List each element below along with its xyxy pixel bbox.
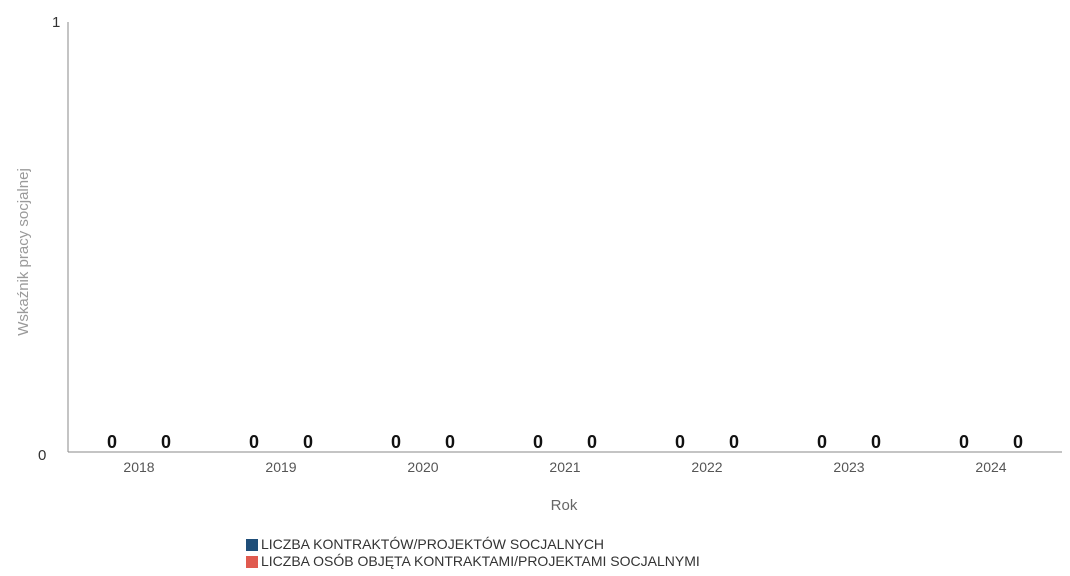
data-label: 0 xyxy=(729,432,739,452)
x-axis-title: Rok xyxy=(551,497,578,514)
chart-marks: 0 0 2018 0 0 2019 0 0 2020 0 0 2021 0 0 2022 0 0 2023 0 0 20… xyxy=(107,432,1023,475)
legend-swatch xyxy=(246,538,258,551)
legend-item[interactable]: LICZBA OSÓB OBJĘTA KONTRAKTAMI/PROJEKTAM… xyxy=(246,553,700,570)
data-label: 0 xyxy=(871,432,881,452)
x-tick-label: 2019 xyxy=(265,459,296,475)
data-label: 0 xyxy=(161,432,171,452)
legend-label: LICZBA OSÓB OBJĘTA KONTRAKTAMI/PROJEKTAM… xyxy=(261,553,700,569)
legend-swatch xyxy=(246,555,258,568)
data-label: 0 xyxy=(391,432,401,452)
data-label: 0 xyxy=(817,432,827,452)
x-tick-label: 2022 xyxy=(691,459,722,475)
data-label: 0 xyxy=(249,432,259,452)
data-label: 0 xyxy=(303,432,313,452)
y-tick-label-bottom: 0 xyxy=(38,447,46,464)
y-axis-title: Wskaźnik pracy socjalnej xyxy=(15,168,32,336)
data-label: 0 xyxy=(533,432,543,452)
data-label: 0 xyxy=(587,432,597,452)
data-label: 0 xyxy=(959,432,969,452)
data-label: 0 xyxy=(107,432,117,452)
x-tick-label: 2020 xyxy=(407,459,438,475)
y-tick-label-top: 1 xyxy=(52,14,60,31)
data-label: 0 xyxy=(1013,432,1023,452)
x-tick-label: 2021 xyxy=(549,459,580,475)
legend: LICZBA KONTRAKTÓW/PROJEKTÓW SOCJALNYCH L… xyxy=(246,536,700,570)
x-tick-label: 2024 xyxy=(975,459,1006,475)
legend-label: LICZBA KONTRAKTÓW/PROJEKTÓW SOCJALNYCH xyxy=(261,536,605,552)
data-label: 0 xyxy=(445,432,455,452)
data-label: 0 xyxy=(675,432,685,452)
x-tick-label: 2018 xyxy=(123,459,154,475)
legend-item[interactable]: LICZBA KONTRAKTÓW/PROJEKTÓW SOCJALNYCH xyxy=(246,536,700,553)
x-tick-label: 2023 xyxy=(833,459,864,475)
